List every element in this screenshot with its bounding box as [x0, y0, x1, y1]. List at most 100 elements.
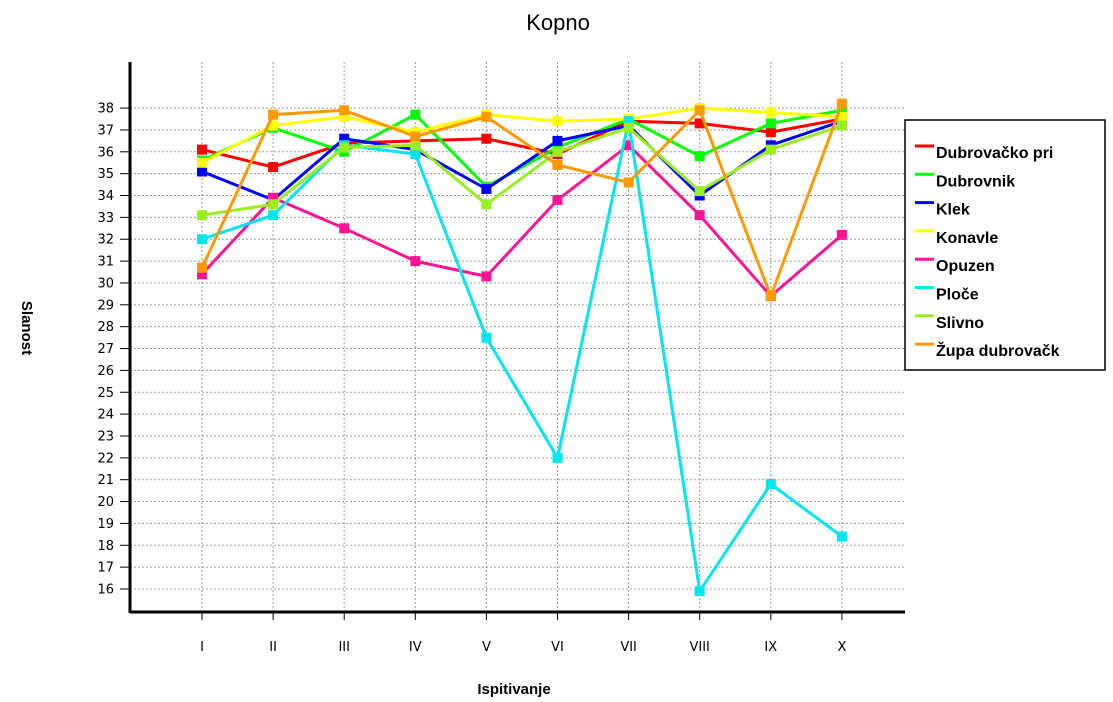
y-tick-label: 16: [97, 583, 114, 598]
series-line: [201, 119, 843, 202]
x-tick-label: III: [338, 640, 350, 655]
data-point: [836, 105, 847, 116]
data-point: [197, 269, 207, 280]
data-point: [694, 210, 705, 221]
legend: Dubrovačko pri Dubrovnik Klek Konavle Opuzen…: [904, 119, 1106, 371]
series-line: [201, 119, 843, 593]
data-point: [268, 120, 279, 131]
y-tick-label: 35: [97, 167, 114, 182]
y-tick-label: 17: [97, 561, 114, 576]
data-point: [339, 223, 350, 234]
x-tick-label: VIII: [689, 640, 709, 655]
data-point: [552, 452, 563, 463]
series-line: [200, 103, 844, 298]
legend-box: [904, 119, 1106, 371]
series-8: [197, 98, 847, 302]
x-tick-label: V: [482, 640, 491, 655]
data-point: [836, 531, 847, 542]
series-line: [201, 124, 843, 217]
data-point: [339, 111, 350, 122]
y-tick-label: 37: [97, 123, 114, 138]
grid: [130, 62, 905, 612]
y-tick-label: 20: [97, 495, 114, 510]
data-point: [694, 151, 705, 162]
y-tick-label: 23: [97, 429, 114, 444]
data-point: [836, 111, 847, 122]
series-7: [197, 120, 847, 221]
data-point: [268, 199, 279, 210]
data-point: [410, 140, 421, 151]
data-point: [481, 133, 492, 144]
y-tick-label: 22: [97, 451, 114, 466]
data-point: [623, 122, 634, 133]
data-point: [552, 146, 563, 157]
data-point: [339, 133, 350, 144]
y-tick-label: 19: [97, 517, 114, 532]
x-tick-label: VII: [620, 640, 637, 655]
data-point: [268, 162, 279, 173]
data-point: [694, 186, 705, 197]
y-axis-label: Slanost: [18, 301, 35, 355]
data-point: [197, 234, 207, 245]
data-point: [410, 109, 421, 120]
legend-label: Ploče: [936, 287, 979, 304]
y-tick-labels: 16 17 18 19 20 21 22 23 24 25 26 27 28 29 30 31 32 33 34 35…: [97, 102, 130, 598]
data-point: [197, 157, 207, 168]
data-point: [765, 479, 776, 490]
data-point: [836, 120, 847, 131]
x-tick-label: IX: [764, 640, 777, 655]
data-point: [552, 194, 563, 205]
data-point: [623, 140, 634, 151]
y-tick-label: 38: [97, 102, 114, 117]
data-point: [765, 144, 776, 155]
legend-label: Dubrovnik: [936, 173, 1015, 190]
y-tick-label: 26: [97, 364, 114, 379]
chart-title: Kopno: [526, 10, 590, 35]
x-tick-label: II: [269, 640, 277, 655]
data-point: [481, 111, 492, 122]
data-point: [694, 118, 705, 129]
legend-label: Konavle: [936, 230, 998, 247]
data-point: [268, 210, 279, 221]
data-point: [694, 586, 705, 597]
y-tick-label: 34: [97, 189, 114, 204]
data-point: [197, 262, 207, 273]
data-point: [197, 166, 207, 177]
y-tick-label: 28: [97, 320, 114, 335]
data-point: [268, 109, 279, 120]
data-point: [552, 159, 563, 170]
legend-label: Klek: [936, 202, 970, 219]
data-point: [694, 105, 705, 116]
y-tick-label: 36: [97, 145, 114, 160]
data-point: [481, 332, 492, 343]
data-point: [197, 210, 207, 221]
x-tick-label: I: [200, 640, 204, 655]
y-tick-label: 25: [97, 386, 114, 401]
y-tick-label: 29: [97, 298, 114, 313]
data-point: [339, 105, 350, 116]
data-point: [765, 107, 776, 118]
data-point: [481, 199, 492, 210]
data-point: [410, 148, 421, 159]
y-tick-label: 18: [97, 539, 114, 554]
axes: [128, 62, 905, 614]
data-point: [410, 256, 421, 267]
data-point: [268, 192, 279, 203]
data-point: [339, 142, 350, 153]
y-tick-label: 33: [97, 211, 114, 226]
legend-label: Dubrovačko pri: [936, 145, 1053, 162]
data-point: [481, 271, 492, 282]
legend-label: Župa dubrovačk: [936, 341, 1060, 360]
y-tick-label: 31: [97, 255, 114, 270]
data-point: [623, 177, 634, 188]
x-tick-labels: I II III IV V VI VII VIII IX X: [200, 612, 846, 655]
series-lines: [197, 98, 847, 597]
series-line: [201, 108, 843, 189]
series-line: [200, 143, 843, 298]
data-point: [765, 118, 776, 129]
y-tick-label: 21: [97, 473, 114, 488]
data-point: [765, 127, 776, 138]
x-tick-label: VI: [551, 640, 564, 655]
data-point: [765, 291, 776, 302]
